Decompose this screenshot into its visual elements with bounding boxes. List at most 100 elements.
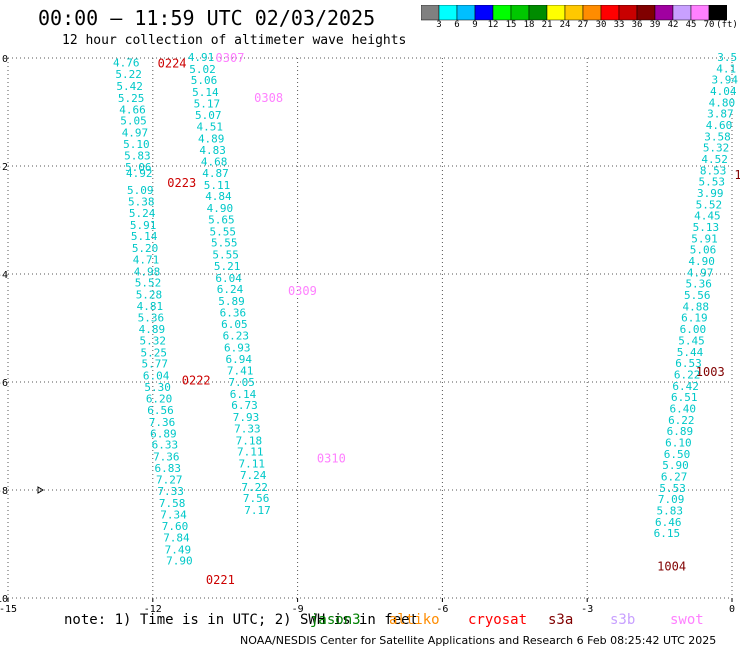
- wave-height-chart: -15-12-9-6-300-2-4-6-8-104.765.225.425.2…: [0, 51, 740, 612]
- wave-height-label: 6.94: [225, 353, 252, 366]
- wave-height-label: 6.04: [215, 272, 242, 285]
- y-tick-label: 0: [2, 54, 8, 65]
- wave-height-label: 6.89: [667, 425, 694, 438]
- wave-height-label: 4.84: [205, 190, 232, 203]
- wave-height-label: 5.09: [127, 184, 154, 197]
- wave-height-label: 7.11: [238, 458, 265, 471]
- x-tick-label: -9: [292, 604, 304, 612]
- wave-height-label: 7.84: [163, 532, 190, 545]
- wave-height-label: 6.33: [152, 439, 179, 452]
- color-legend-ticks: 3 6 9 12 15 18 21 24 27 30 33 36 39 42 45 70 (ft): [421, 20, 740, 34]
- mission-label-jason3: jason3: [310, 612, 361, 628]
- mission-label-s3b: s3b: [610, 612, 636, 628]
- wave-height-label: 5.25: [141, 346, 168, 359]
- wave-height-label: 5.83: [656, 505, 683, 518]
- wave-height-label: 6.19: [681, 312, 708, 325]
- wave-height-label: 7.09: [658, 493, 685, 506]
- legend-swatch: [708, 5, 727, 21]
- y-tick-label: -6: [0, 378, 8, 389]
- wave-height-label: 4.04: [710, 85, 737, 98]
- wave-height-label: 7.22: [241, 481, 268, 494]
- wave-height-label: 5.55: [211, 237, 238, 250]
- wave-height-label: 3.5: [717, 51, 737, 64]
- plot-area: [8, 58, 732, 598]
- wave-height-label: 6.93: [224, 341, 251, 354]
- wave-height-label: 5.91: [130, 219, 157, 232]
- wave-height-label: 5.21: [214, 260, 241, 273]
- wave-height-label: 6.83: [155, 462, 182, 475]
- wave-height-label: 4.52: [701, 153, 728, 166]
- wave-height-label: 7.33: [234, 422, 261, 435]
- wave-height-label: 5.30: [144, 381, 171, 394]
- wave-height-label: 3.94: [712, 74, 739, 87]
- wave-height-label: 5.52: [696, 198, 723, 211]
- pass-time-label: 0224: [158, 56, 187, 70]
- wave-height-label: 5.52: [135, 277, 162, 290]
- x-tick-label: -3: [581, 604, 593, 612]
- pass-time-label: 1003: [696, 365, 725, 379]
- wave-height-label: 7.33: [157, 485, 184, 498]
- wave-height-label: 6.23: [223, 330, 250, 343]
- pass-time-label: 0310: [317, 452, 346, 466]
- wave-height-label: 5.06: [125, 161, 152, 174]
- wave-height-label: 4.87: [202, 167, 229, 180]
- wave-height-label: 4.89: [139, 323, 166, 336]
- mission-label-altiko: altiko: [389, 612, 440, 628]
- wave-height-label: 5.17: [194, 97, 221, 110]
- wave-height-label: 6.36: [220, 306, 247, 319]
- wave-height-label: 5.06: [690, 244, 717, 257]
- note-text: note: 1) Time is in UTC; 2) SWH is in fe…: [64, 612, 419, 628]
- wave-height-label: 6.50: [664, 448, 691, 461]
- legend-tick-label: 70: [703, 20, 715, 30]
- pass-time-label: 0223: [167, 176, 196, 190]
- pass-time-label: 0222: [182, 373, 211, 387]
- wave-height-label: 6.24: [217, 283, 244, 296]
- wave-height-label: 4.98: [134, 265, 161, 278]
- wave-height-label: 4.97: [687, 266, 714, 279]
- wave-height-label: 4.80: [709, 96, 736, 109]
- x-tick-label: 0: [729, 604, 735, 612]
- wave-height-label: 5.55: [212, 249, 239, 262]
- legend-tick-label: 36: [631, 20, 643, 30]
- wave-height-label: 7.18: [236, 434, 263, 447]
- wave-height-label: 6.89: [150, 427, 177, 440]
- legend-tick-label: 45: [685, 20, 697, 30]
- legend-tick-label: 24: [559, 20, 571, 30]
- wave-height-label: 4.90: [207, 202, 234, 215]
- wave-height-label: 4.1: [716, 62, 736, 75]
- wave-height-label: 5.32: [140, 334, 167, 347]
- legend-tick-label: 9: [472, 20, 478, 30]
- wave-height-label: 4.90: [688, 255, 715, 268]
- wave-height-label: 7.05: [228, 376, 255, 389]
- wave-height-label: 4.83: [199, 144, 226, 157]
- x-tick-label: -6: [436, 604, 448, 612]
- color-legend-bar: [421, 5, 727, 21]
- wave-height-label: 6.14: [230, 388, 257, 401]
- wave-height-label: 5.44: [677, 346, 704, 359]
- wave-height-label: 5.90: [662, 459, 689, 472]
- wave-height-label: 3.58: [704, 130, 731, 143]
- wave-height-label: 5.45: [678, 334, 705, 347]
- wave-height-label: 6.40: [670, 402, 697, 415]
- pass-time-label: 0307: [216, 51, 245, 65]
- wave-height-label: 7.56: [243, 492, 270, 505]
- mission-label-swot: swot: [670, 612, 704, 628]
- pass-time-label: 1: [734, 168, 740, 182]
- position-marker: [37, 486, 44, 494]
- wave-height-label: 4.92: [126, 167, 153, 180]
- wave-height-label: 6.22: [668, 414, 695, 427]
- wave-height-label: 7.60: [162, 520, 189, 533]
- wave-height-label: 5.14: [131, 230, 158, 243]
- wave-height-label: 8.53: [700, 164, 727, 177]
- wave-height-label: 5.10: [123, 138, 150, 151]
- legend-tick-label: 39: [649, 20, 661, 30]
- legend-tick-label: 15: [505, 20, 517, 30]
- wave-height-label: 5.83: [124, 150, 151, 163]
- wave-height-label: 5.28: [136, 289, 163, 302]
- wave-height-label: 4.91: [188, 51, 215, 64]
- wave-height-label: 5.42: [116, 80, 143, 93]
- y-tick-label: -10: [0, 594, 8, 605]
- wave-height-label: 7.58: [159, 497, 186, 510]
- pass-time-label: 0309: [288, 284, 317, 298]
- x-tick-label: -12: [144, 604, 162, 612]
